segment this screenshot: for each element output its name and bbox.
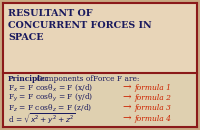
Text: →: → bbox=[122, 115, 131, 124]
Text: formula 3: formula 3 bbox=[134, 104, 171, 112]
Bar bbox=[3, 3, 197, 73]
Text: RESULTANT OF: RESULTANT OF bbox=[8, 9, 93, 18]
Text: F$_x$ = F cosθ$_x$ = F (x/d): F$_x$ = F cosθ$_x$ = F (x/d) bbox=[8, 83, 93, 93]
Text: CONCURRENT FORCES IN: CONCURRENT FORCES IN bbox=[8, 21, 152, 31]
Text: SPACE: SPACE bbox=[8, 34, 44, 43]
Text: formula 4: formula 4 bbox=[134, 115, 171, 123]
Text: →: → bbox=[122, 83, 131, 93]
Text: →: → bbox=[122, 93, 131, 102]
Text: Principle:: Principle: bbox=[8, 75, 48, 83]
Text: formula 1: formula 1 bbox=[134, 84, 171, 92]
Text: formula 2: formula 2 bbox=[134, 94, 171, 102]
Text: d = $\sqrt{x^2+y^2+z^2}$: d = $\sqrt{x^2+y^2+z^2}$ bbox=[8, 111, 76, 126]
Text: Components ofForce F are:: Components ofForce F are: bbox=[34, 75, 139, 83]
Text: F$_z$ = F cosθ$_z$ = F (z/d): F$_z$ = F cosθ$_z$ = F (z/d) bbox=[8, 103, 92, 113]
Text: F$_y$ = F cosθ$_y$ = F (y/d): F$_y$ = F cosθ$_y$ = F (y/d) bbox=[8, 92, 93, 104]
Text: →: → bbox=[122, 103, 131, 112]
Bar bbox=[3, 73, 197, 127]
